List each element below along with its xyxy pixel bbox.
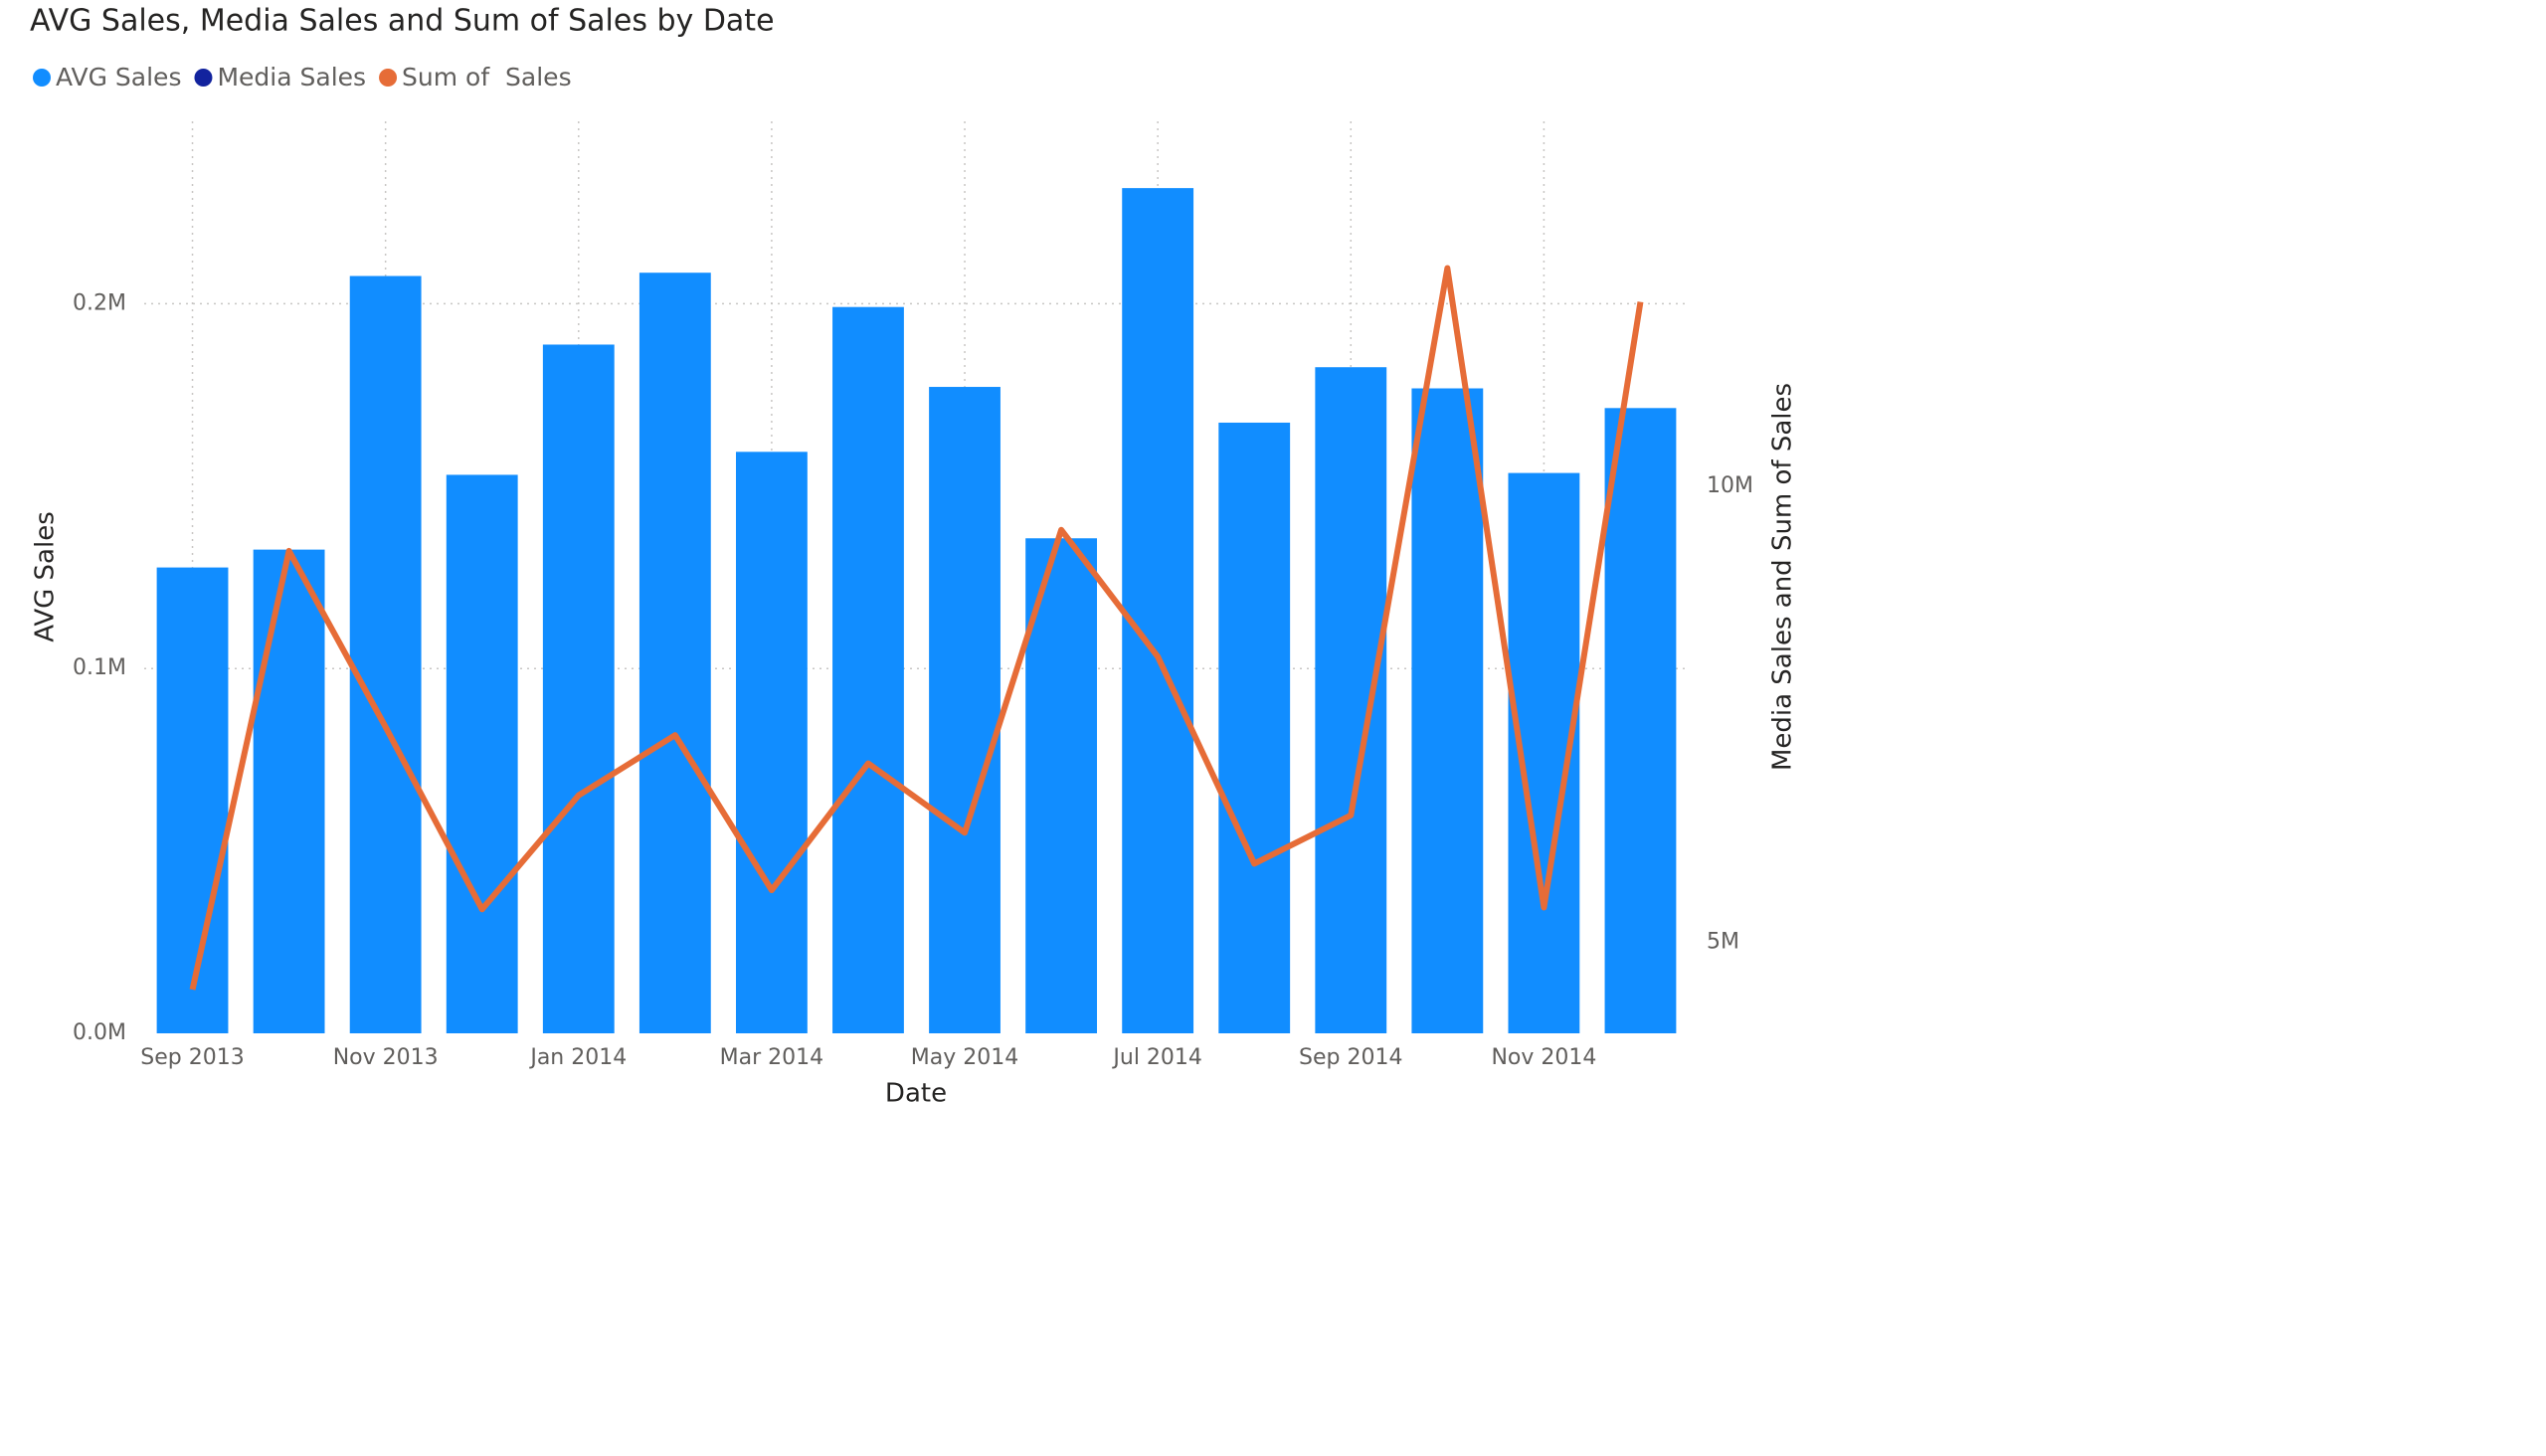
bar xyxy=(929,387,1000,1033)
x-tick-label: Sep 2013 xyxy=(140,1045,244,1070)
line xyxy=(189,265,1644,991)
y2-tick-label: 5M xyxy=(1707,929,1739,954)
chart-title: AVG Sales, Media Sales and Sum of Sales … xyxy=(30,4,775,39)
y2-tick-label: 10M xyxy=(1707,473,1753,498)
bar xyxy=(253,549,325,1033)
legend-label: Sum of Sales xyxy=(402,63,572,91)
x-tick-label: Nov 2014 xyxy=(1491,1045,1596,1070)
legend-label: AVG Sales xyxy=(56,63,181,91)
y-tick-label: 0.1M xyxy=(73,655,126,680)
bar xyxy=(638,273,711,1033)
x-tick-label: Sep 2014 xyxy=(1299,1045,1402,1070)
bar xyxy=(542,344,615,1034)
x-tick-label: Jul 2014 xyxy=(1111,1045,1202,1070)
bar xyxy=(446,474,518,1033)
bar xyxy=(1218,422,1291,1033)
bar xyxy=(1411,388,1484,1034)
x-tick-label: Nov 2013 xyxy=(333,1045,439,1070)
legend-marker xyxy=(379,69,398,87)
bar xyxy=(832,306,904,1034)
y-axis-title: AVG Sales xyxy=(31,511,61,642)
legend-marker xyxy=(33,69,51,87)
bar xyxy=(1315,367,1387,1033)
x-tick-label: Jan 2014 xyxy=(528,1045,627,1070)
x-tick-label: May 2014 xyxy=(911,1045,1018,1070)
bar xyxy=(1604,408,1677,1033)
legend-marker xyxy=(194,69,213,87)
bar xyxy=(1025,538,1098,1033)
y-tick-label: 0.2M xyxy=(73,290,126,315)
y-tick-label: 0.0M xyxy=(73,1020,126,1045)
y2-axis-title: Media Sales and Sum of Sales xyxy=(1768,383,1798,771)
bar xyxy=(349,275,422,1033)
bar xyxy=(735,452,808,1033)
legend-label: Media Sales xyxy=(217,63,366,91)
x-tick-label: Mar 2014 xyxy=(720,1045,824,1070)
bar xyxy=(1122,188,1194,1034)
bar xyxy=(156,567,229,1033)
x-axis-title: Date xyxy=(885,1079,947,1109)
